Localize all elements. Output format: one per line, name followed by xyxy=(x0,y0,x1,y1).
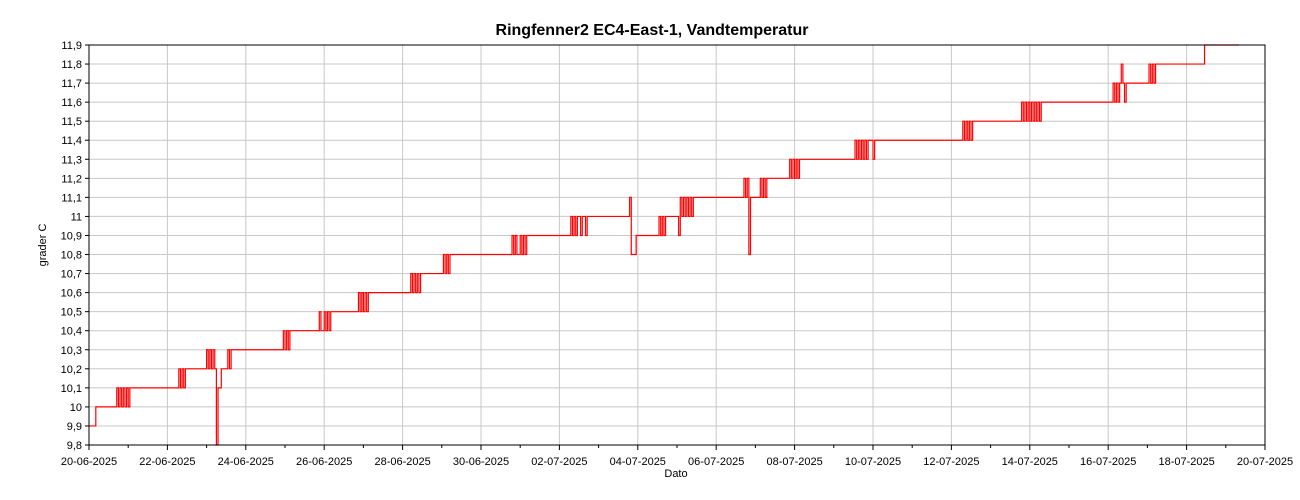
y-tick-label: 10,4 xyxy=(61,326,82,338)
x-tick-label: 22-06-2025 xyxy=(139,456,195,468)
x-axis-label: Dato xyxy=(664,468,687,480)
y-tick-label: 11,2 xyxy=(61,173,82,185)
x-tick-label: 18-07-2025 xyxy=(1158,456,1214,468)
y-tick-label: 10,9 xyxy=(61,230,82,242)
x-tick-label: 26-06-2025 xyxy=(296,456,352,468)
x-tick-label: 28-06-2025 xyxy=(374,456,430,468)
y-tick-label: 10,6 xyxy=(61,288,82,300)
y-tick-label: 10 xyxy=(70,402,82,414)
y-tick-label: 11,9 xyxy=(61,40,82,52)
y-tick-label: 10,8 xyxy=(61,250,82,262)
y-tick-label: 11 xyxy=(71,211,82,223)
y-tick-label: 11,4 xyxy=(61,135,82,147)
plot-area-border xyxy=(88,44,1266,446)
y-tick-label: 11,5 xyxy=(61,116,82,128)
series-line xyxy=(89,44,1239,446)
y-tick-label: 10,3 xyxy=(61,345,82,357)
y-tick-label: 9,8 xyxy=(67,440,82,452)
grid-layer xyxy=(88,44,1266,446)
y-tick-label: 10,7 xyxy=(61,269,82,281)
y-tick-label: 11,1 xyxy=(61,192,82,204)
axis-layer xyxy=(85,44,1266,450)
chart-title: Ringfenner2 EC4-East-1, Vandtemperatur xyxy=(496,22,809,39)
x-tick-label: 06-07-2025 xyxy=(688,456,744,468)
x-tick-label: 12-07-2025 xyxy=(923,456,979,468)
x-tick-label: 04-07-2025 xyxy=(610,456,666,468)
x-tick-label: 30-06-2025 xyxy=(453,456,509,468)
x-tick-label: 20-06-2025 xyxy=(61,456,117,468)
x-tick-label: 16-07-2025 xyxy=(1080,456,1136,468)
tick-label-layer: 9,8 9,9 10 10,1 10,2 10,3 10,4 10,5 10,6 10,7 10,8… xyxy=(61,40,1294,468)
x-tick-label: 08-07-2025 xyxy=(766,456,822,468)
x-tick-label: 14-07-2025 xyxy=(1002,456,1058,468)
x-tick-label: 24-06-2025 xyxy=(218,456,274,468)
y-tick-label: 11,7 xyxy=(61,78,82,90)
y-tick-label: 11,6 xyxy=(61,97,82,109)
y-tick-label: 11,8 xyxy=(61,59,82,71)
series-layer xyxy=(89,44,1239,446)
y-tick-label: 10,2 xyxy=(61,364,82,376)
y-tick-label: 11,3 xyxy=(61,154,82,166)
y-axis-label: grader C xyxy=(37,224,49,267)
x-tick-label: 10-07-2025 xyxy=(845,456,901,468)
x-tick-label: 02-07-2025 xyxy=(531,456,587,468)
y-tick-label: 10,1 xyxy=(61,383,82,395)
y-tick-label: 10,5 xyxy=(61,307,82,319)
y-tick-label: 9,9 xyxy=(67,421,82,433)
x-tick-label: 20-07-2025 xyxy=(1237,456,1293,468)
